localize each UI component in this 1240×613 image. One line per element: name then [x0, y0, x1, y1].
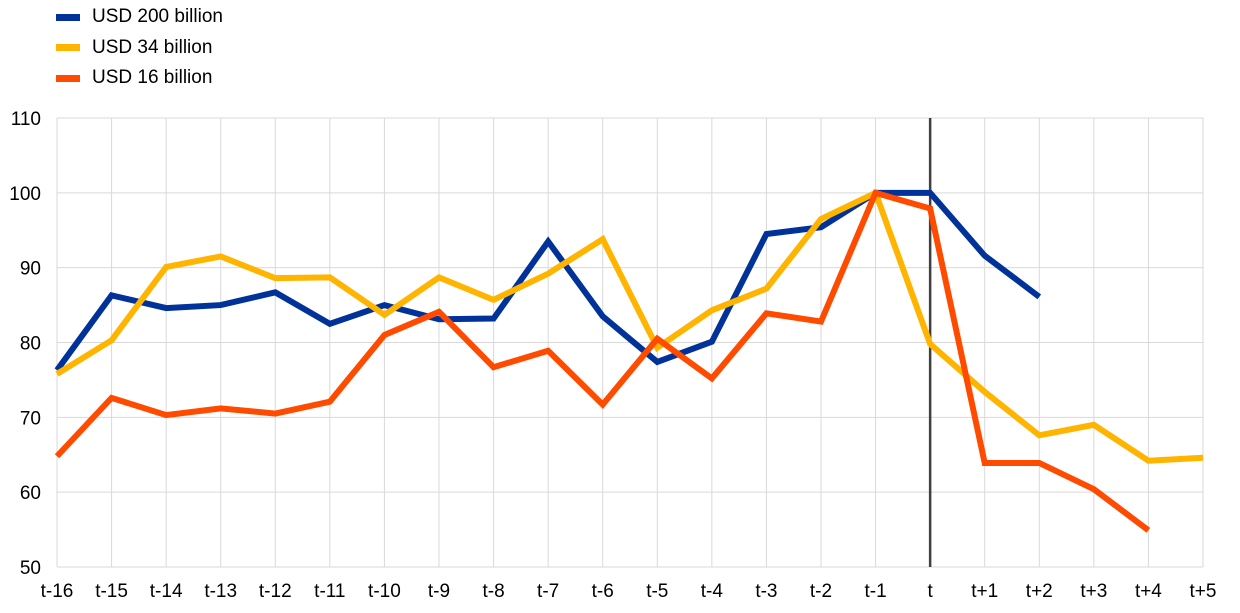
x-tick-label: t+1: [971, 581, 998, 602]
x-tick-label: t-11: [314, 581, 345, 602]
legend-label-usd-16-billion: USD 16 billion: [92, 67, 213, 89]
x-tick-label: t+3: [1080, 581, 1107, 602]
x-tick-label: t-7: [537, 581, 559, 602]
y-tick-label: 50: [20, 558, 41, 579]
legend-item-usd-16-billion: USD 16 billion: [56, 63, 223, 94]
x-tick-label: t-6: [592, 581, 614, 602]
y-tick-label: 60: [20, 483, 41, 504]
x-tick-label: t-10: [368, 581, 401, 602]
x-tick-label: t-12: [259, 581, 292, 602]
x-tick-label: t+5: [1190, 581, 1217, 602]
x-tick-label: t-16: [41, 581, 74, 602]
legend-swatch-usd-16-billion: [56, 74, 80, 82]
legend: USD 200 billion USD 34 billion USD 16 bi…: [56, 2, 223, 94]
legend-label-usd-200-billion: USD 200 billion: [92, 6, 223, 28]
x-tick-label: t-4: [701, 581, 724, 602]
legend-swatch-usd-34-billion: [56, 44, 80, 52]
x-tick-label: t-8: [482, 581, 504, 602]
y-tick-label: 80: [20, 334, 41, 355]
series-line-1: [55, 188, 1204, 464]
legend-item-usd-34-billion: USD 34 billion: [56, 33, 223, 64]
legend-label-usd-34-billion: USD 34 billion: [92, 36, 213, 58]
y-tick-label: 90: [20, 259, 41, 280]
y-tick-label: 100: [9, 184, 41, 205]
legend-swatch-usd-200-billion: [56, 13, 80, 21]
y-tick-label: 70: [20, 408, 41, 429]
x-tick-label: t+4: [1135, 581, 1162, 602]
x-tick-label: t-3: [755, 581, 777, 602]
x-tick-label: t-14: [150, 581, 183, 602]
x-tick-label: t+2: [1026, 581, 1053, 602]
x-tick-label: t-15: [95, 581, 128, 602]
y-tick-label: 110: [11, 109, 41, 130]
x-tick-label: t-13: [204, 581, 237, 602]
x-tick-label: t-5: [646, 581, 668, 602]
legend-item-usd-200-billion: USD 200 billion: [56, 2, 223, 33]
x-tick-label: t: [928, 581, 934, 602]
x-tick-label: t-2: [810, 581, 832, 602]
x-tick-label: t-9: [428, 581, 450, 602]
x-tick-label: t-1: [864, 581, 886, 602]
